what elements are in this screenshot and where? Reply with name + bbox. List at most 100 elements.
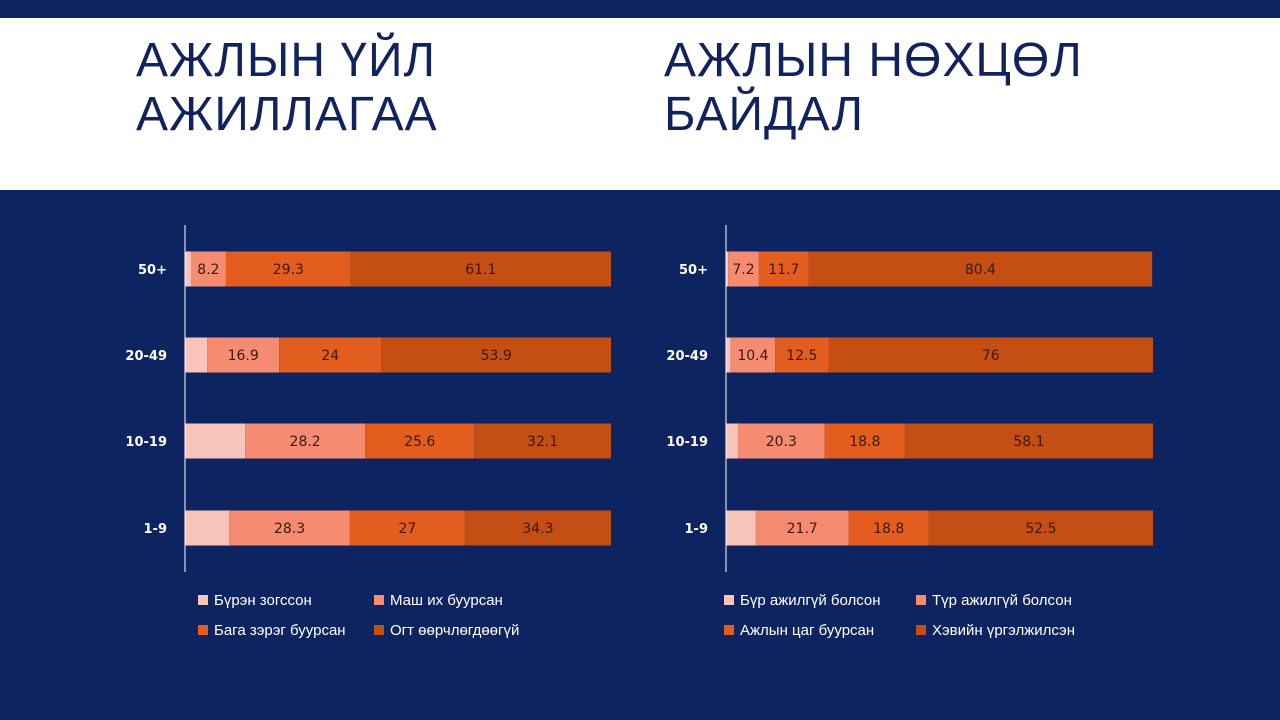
bar-segment (928, 510, 1153, 546)
bar-segment (474, 423, 611, 459)
bar-segment (349, 510, 465, 546)
bar-segment (726, 510, 756, 546)
legend-item: Ажлын цаг буурсан (724, 620, 916, 640)
right-stacked-bar-chart: 50+ 7.2 11.7 80.4 20-49 10.4 12.5 76 10-19 20.3 18… (666, 225, 1153, 572)
legend-label: Бүрэн зогссон (214, 591, 312, 609)
data-label: 28.2 (290, 434, 321, 450)
legend-swatch (374, 595, 384, 605)
legend-swatch (374, 625, 384, 635)
data-label: 7.2 (732, 262, 754, 278)
right-title-line-1: АЖЛЫН НӨХЦӨЛ (664, 34, 1083, 87)
data-label: 76 (982, 348, 1000, 364)
legend-item: Бүр ажилгүй болсон (724, 590, 916, 610)
bar-segment (904, 423, 1153, 459)
data-label: 10.4 (737, 348, 768, 364)
data-label: 8.2 (197, 262, 219, 278)
data-label: 24 (321, 348, 339, 364)
bar-segment (726, 251, 729, 287)
category-label: 20-49 (666, 349, 708, 364)
data-label: 25.6 (404, 434, 435, 450)
legend-swatch (724, 595, 734, 605)
data-label: 21.7 (787, 521, 818, 537)
title-band (0, 18, 1280, 190)
data-label: 18.8 (849, 434, 880, 450)
data-label: 18.8 (873, 521, 904, 537)
bar-segment (848, 510, 929, 546)
data-label: 80.4 (965, 262, 996, 278)
bar-segment (207, 337, 280, 373)
data-label: 58.1 (1013, 434, 1044, 450)
legend-swatch (198, 625, 208, 635)
category-label: 20-49 (125, 349, 167, 364)
bar-segment (185, 251, 191, 287)
right-chart-legend: Бүр ажилгүй болсон Түр ажилгүй болсон Аж… (724, 590, 1144, 640)
bar-segment (728, 251, 759, 287)
legend-label: Түр ажилгүй болсон (932, 591, 1072, 609)
data-label: 53.9 (481, 348, 512, 364)
bar-segment (726, 337, 731, 373)
legend-label: Ажлын цаг буурсан (740, 621, 875, 639)
category-label: 1-9 (685, 522, 709, 537)
legend-swatch (916, 625, 926, 635)
bar-segment (775, 337, 829, 373)
right-title-line-2: БАЙДАЛ (664, 88, 865, 141)
bar-segment (350, 251, 611, 287)
bar-segment (824, 423, 905, 459)
bar-segment (828, 337, 1153, 373)
bar-segment (185, 510, 230, 546)
bar-segment (185, 337, 208, 373)
bar-segment (229, 510, 350, 546)
bar-segment (381, 337, 611, 373)
data-label: 32.1 (527, 434, 558, 450)
legend-item: Бага зэрэг буурсан (198, 620, 374, 640)
left-title-line-2: АЖИЛЛАГАА (136, 88, 438, 141)
bar-segment (190, 251, 226, 287)
legend-swatch (198, 595, 208, 605)
legend-label: Бүр ажилгүй болсон (740, 591, 881, 609)
legend-item: Хэвийн үргэлжилсэн (916, 620, 1116, 640)
legend-swatch (724, 625, 734, 635)
data-label: 11.7 (768, 262, 799, 278)
data-label: 61.1 (465, 262, 496, 278)
bar-segment (808, 251, 1153, 287)
legend-item: Маш их буурсан (374, 590, 574, 610)
bar-segment (464, 510, 611, 546)
data-label: 28.3 (274, 521, 305, 537)
data-label: 16.9 (228, 348, 259, 364)
bar-segment (279, 337, 382, 373)
top-strip (0, 0, 1280, 18)
category-label: 1-9 (144, 522, 168, 537)
category-label: 50+ (138, 263, 167, 278)
data-label: 29.3 (273, 262, 304, 278)
data-label: 34.3 (522, 521, 553, 537)
bar-segment (185, 423, 246, 459)
data-label: 12.5 (786, 348, 817, 364)
right-section-title: АЖЛЫН НӨХЦӨЛ БАЙДАЛ (664, 34, 1083, 142)
left-section-title: АЖЛЫН ҮЙЛ АЖИЛЛАГАА (136, 34, 438, 142)
left-stacked-bar-chart: 50+ 8.2 29.3 61.1 20-49 16.9 24 53.9 10-19 28.2 25… (125, 225, 611, 572)
legend-item: Бүрэн зогссон (198, 590, 374, 610)
legend-label: Хэвийн үргэлжилсэн (932, 621, 1075, 639)
legend-label: Маш их буурсан (390, 591, 503, 609)
legend-label: Огт өөрчлөгдөөгүй (390, 621, 520, 639)
bar-segment (737, 423, 825, 459)
category-label: 50+ (679, 263, 708, 278)
bar-segment (730, 337, 776, 373)
category-label: 10-19 (666, 435, 708, 450)
left-chart-legend: Бүрэн зогссон Маш их буурсан Бага зэрэг … (198, 590, 618, 640)
bar-segment (245, 423, 366, 459)
bar-segment (225, 251, 351, 287)
legend-label: Бага зэрэг буурсан (214, 621, 346, 639)
bar-segment (726, 423, 738, 459)
bar-segment (758, 251, 809, 287)
bar-segment (365, 423, 475, 459)
data-label: 27 (398, 521, 416, 537)
bar-segment (755, 510, 849, 546)
data-label: 20.3 (766, 434, 797, 450)
left-title-line-1: АЖЛЫН ҮЙЛ (136, 34, 437, 87)
legend-swatch (916, 595, 926, 605)
category-label: 10-19 (125, 435, 167, 450)
data-label: 52.5 (1025, 521, 1056, 537)
legend-item: Түр ажилгүй болсон (916, 590, 1116, 610)
legend-item: Огт өөрчлөгдөөгүй (374, 620, 574, 640)
